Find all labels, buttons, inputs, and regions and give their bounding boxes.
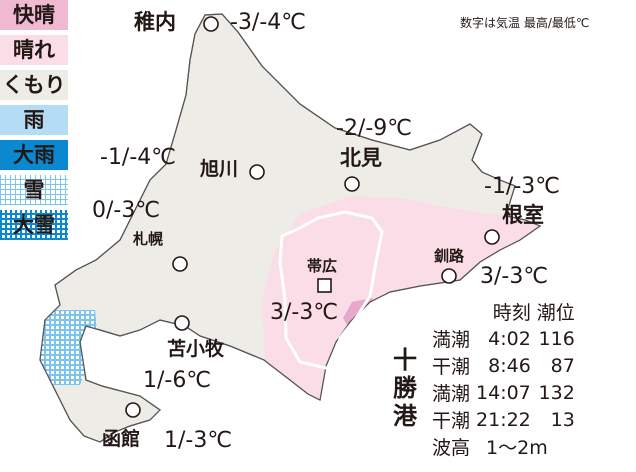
tide-port-name: 十勝港: [393, 346, 417, 430]
legend-clear: 快晴: [0, 0, 68, 30]
temp-kushiro: 3/-3℃: [480, 264, 549, 289]
temp-hakodate: 1/-3℃: [164, 428, 233, 453]
legend-snow: 雪: [0, 175, 68, 205]
city-asahikawa: 旭川: [200, 158, 239, 180]
city-kushiro: 釧路: [434, 247, 465, 265]
tide-header-time: 時刻: [492, 302, 531, 324]
city-obihiro: 帯広: [307, 257, 338, 275]
temp-nemuro: -1/-3℃: [484, 174, 560, 199]
city-hakodate: 函館: [102, 428, 141, 450]
city-markers: [125, 16, 500, 418]
legend-cloudy: くもり: [0, 70, 68, 100]
tide-header-level: 潮位: [536, 302, 575, 324]
tide-row: 満潮 14:07 132: [432, 381, 575, 406]
temp-tomakomai: 1/-6℃: [143, 368, 212, 393]
tide-row: 干潮 21:22 13: [432, 408, 575, 433]
temp-sapporo: 0/-3℃: [92, 198, 161, 223]
tide-row: 満潮 4:02 116: [432, 327, 575, 352]
legend-heavy-rain: 大雨: [0, 140, 68, 170]
city-nemuro: 根室: [502, 203, 544, 227]
snow-region: [40, 310, 98, 385]
legend-sunny: 晴れ: [0, 35, 68, 65]
city-wakkanai: 稚内: [134, 10, 176, 34]
city-tomakomai: 苫小牧: [167, 338, 225, 360]
wave-row: 波高 1〜2m: [432, 437, 548, 459]
city-sapporo: 札幌: [133, 230, 164, 248]
legend-note: 数字は気温 最高/最低℃: [460, 16, 590, 30]
tide-row: 干潮 8:46 87: [432, 354, 575, 379]
temp-wakkanai: -3/-4℃: [230, 10, 306, 35]
temp-kitami: -2/-9℃: [336, 116, 412, 141]
temp-asahikawa: -1/-4℃: [100, 145, 176, 170]
tide-table: 時刻 潮位 満潮 4:02 116 干潮 8:46 87 満潮 14:07 132 干潮 21:…: [432, 298, 575, 460]
tokachi-boundary: [278, 210, 384, 370]
temp-obihiro: 3/-3℃: [270, 300, 339, 325]
legend-rain: 雨: [0, 105, 68, 135]
city-kitami: 北見: [340, 146, 382, 170]
legend-heavy-snow: 大雪: [0, 210, 68, 240]
